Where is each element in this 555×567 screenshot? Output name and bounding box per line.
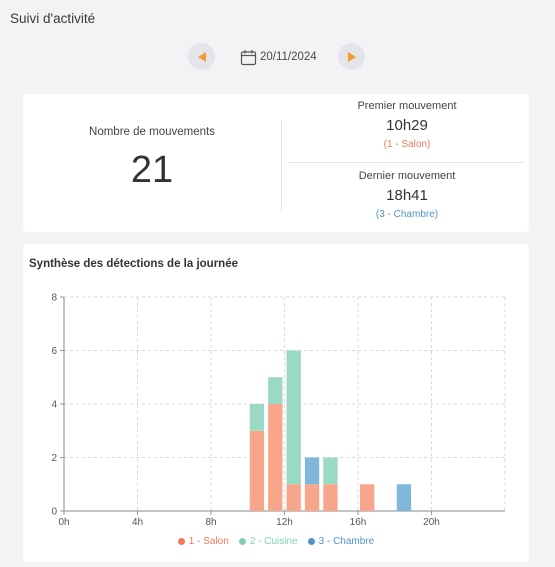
x-tick-label: 0h — [58, 517, 69, 528]
legend-dot-cuisine — [238, 538, 246, 545]
date-picker[interactable]: 20/11/2024 — [240, 46, 317, 68]
legend-dot-chambre — [307, 538, 315, 545]
bar-salon — [304, 484, 320, 511]
x-tick-label: 4h — [132, 517, 143, 528]
bar-salon — [286, 484, 301, 511]
last-movement: Dernier mouvement 18h41 (3 - Chambre) — [285, 170, 529, 220]
horizontal-divider — [288, 162, 524, 163]
y-tick-label: 2 — [51, 453, 57, 464]
arrow-left-icon — [197, 51, 206, 62]
x-tick-label: 20h — [423, 517, 440, 528]
last-movement-label: Dernier mouvement — [358, 170, 456, 182]
bar-cuisine — [249, 404, 265, 431]
summary-card: Nombre de mouvements 21 Premier mouvemen… — [23, 94, 529, 232]
chart-title: Synthèse des détections de la journée — [29, 258, 238, 270]
date-value: 20/11/2024 — [260, 51, 317, 63]
bar-salon — [323, 484, 338, 511]
movement-count-label: Nombre de mouvements — [89, 126, 215, 138]
detections-chart-card: Synthèse des détections de la journée 0 2… — [23, 244, 529, 562]
last-movement-room: (3 - Chambre) — [375, 209, 439, 220]
legend-label-cuisine: 2 - Cuisine — [249, 536, 298, 547]
bar-cuisine — [286, 350, 301, 485]
page-title: Suivi d'activité — [10, 11, 96, 26]
next-day-button[interactable] — [338, 43, 365, 70]
date-navigation: 20/11/2024 — [0, 43, 555, 71]
y-tick-label: 8 — [51, 293, 57, 304]
legend-item-salon[interactable]: 1 - Salon — [177, 536, 229, 547]
x-tick-label: 16h — [350, 517, 367, 528]
vertical-divider — [281, 120, 282, 212]
bar-salon — [360, 484, 375, 511]
x-tick-label: 8h — [205, 517, 216, 528]
first-movement-room: (1 - Salon) — [383, 139, 431, 150]
bar-chambre — [304, 457, 320, 485]
y-tick-label: 6 — [51, 346, 57, 357]
bar-cuisine — [268, 377, 283, 404]
first-movement-time: 10h29 — [386, 117, 428, 134]
bar-cuisine — [323, 457, 338, 485]
x-tick-label: 12h — [276, 517, 293, 528]
calendar-icon — [240, 49, 257, 65]
legend-label-chambre: 3 - Chambre — [318, 536, 375, 547]
bar-salon — [268, 404, 283, 511]
arrow-right-icon — [347, 51, 356, 62]
bar-salon — [249, 430, 265, 511]
last-movement-time: 18h41 — [386, 187, 428, 204]
legend-item-cuisine[interactable]: 2 - Cuisine — [238, 536, 298, 547]
y-tick-label: 0 — [51, 507, 57, 518]
movement-count-value: 21 — [130, 149, 174, 191]
y-tick-label: 4 — [51, 400, 57, 411]
chart-legend: 1 - Salon 2 - Cuisine 3 - Chambre — [23, 536, 529, 547]
legend-item-chambre[interactable]: 3 - Chambre — [307, 536, 375, 547]
first-movement-label: Premier mouvement — [357, 100, 457, 112]
previous-day-button[interactable] — [188, 43, 215, 70]
legend-label-salon: 1 - Salon — [188, 536, 229, 547]
detections-chart: 0 2 4 6 8 0h 4h 8h 12h 16h 20h — [51, 293, 506, 528]
legend-dot-salon — [177, 538, 185, 545]
bar-chambre — [396, 484, 412, 511]
first-movement: Premier mouvement 10h29 (1 - Salon) — [285, 100, 529, 150]
